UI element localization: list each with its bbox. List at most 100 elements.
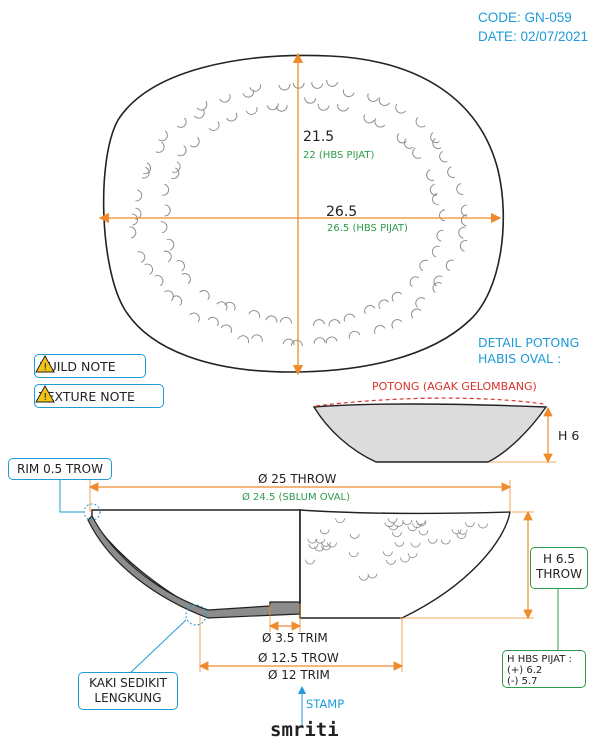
svg-text:!: ! — [43, 362, 47, 373]
dimple-mark — [308, 543, 319, 549]
dimple-mark — [427, 538, 438, 544]
dimple-mark — [219, 94, 231, 103]
height-line1: H 6.5 — [543, 552, 575, 566]
rim-label: RIM 0.5 TROW — [17, 462, 103, 476]
height-dim-note: 22 (HBS PIJAT) — [303, 150, 374, 161]
detail-title-line2: HABIS OVAL : — [478, 351, 561, 366]
dimple-mark — [392, 532, 402, 538]
dimple-mark — [432, 282, 442, 293]
dimple-mark — [216, 301, 228, 311]
dimple-mark — [307, 538, 318, 544]
dimple-mark — [172, 295, 183, 306]
dimple-mark — [313, 337, 326, 344]
side-dimple-texture — [305, 518, 488, 581]
dimple-mark — [426, 169, 435, 181]
dimple-mark — [430, 132, 440, 144]
detail-height: H 6 — [558, 428, 579, 443]
side-view — [87, 509, 511, 619]
dimple-mark — [358, 575, 369, 581]
dimple-mark — [419, 259, 429, 272]
dimple-mark — [396, 133, 407, 144]
dimple-mark — [416, 521, 427, 527]
dimple-mark — [155, 141, 165, 153]
foot-note-line2: LENGKUNG — [94, 691, 162, 705]
dimple-mark — [367, 573, 378, 579]
texture-note-button[interactable]: ! TEXTURE NOTE — [34, 384, 164, 408]
dimple-mark — [161, 183, 170, 196]
dimple-mark — [304, 97, 317, 104]
width-dim-label: 26.5 — [326, 204, 357, 220]
dimple-mark — [363, 114, 375, 124]
dimple-mark — [343, 313, 356, 322]
build-note-button[interactable]: ! BUILD NOTE — [34, 354, 146, 378]
dimple-mark — [337, 103, 349, 112]
dimple-mark — [199, 290, 210, 300]
dimple-mark — [193, 108, 205, 119]
dimple-mark — [440, 539, 451, 545]
dimple-mark — [135, 189, 143, 202]
dimple-mark — [391, 319, 403, 329]
dimple-mark — [447, 166, 456, 178]
dimple-mark — [226, 112, 238, 122]
dimple-mark — [319, 529, 330, 535]
dimple-mark — [402, 520, 413, 526]
dimple-mark — [265, 315, 278, 323]
dimple-mark — [451, 529, 462, 535]
dimple-mark — [464, 522, 475, 528]
dimple-mark — [177, 145, 187, 157]
hbs-plus: (+) 6.2 — [507, 665, 543, 676]
dimple-mark — [220, 324, 232, 334]
dimple-mark — [251, 334, 263, 342]
dimple-mark — [412, 523, 423, 529]
hbs-minus: (-) 5.7 — [507, 676, 538, 687]
dimple-mark — [278, 83, 291, 91]
texture-note-label: TEXTURE NOTE — [39, 388, 135, 404]
dimple-mark — [374, 118, 386, 128]
dimple-mark — [275, 104, 288, 112]
warning-icon: ! — [35, 355, 55, 373]
dimple-mark — [137, 251, 146, 263]
dimple-mark — [387, 518, 398, 524]
hbs-callout: H HBS PIJAT : (+) 6.2 (-) 5.7 — [502, 650, 586, 688]
dimple-mark — [335, 518, 345, 524]
dimple-mark — [176, 260, 185, 272]
cut-label: POTONG (AGAK GELOMBANG) — [372, 380, 537, 393]
dimple-mark — [439, 151, 448, 163]
dimple-mark — [342, 89, 355, 98]
dimple-mark — [144, 263, 153, 275]
dimple-mark — [403, 138, 414, 149]
foot-callout: KAKI SEDIKIT LENGKUNG — [78, 672, 178, 710]
dimple-mark — [367, 93, 379, 102]
dimple-mark — [321, 545, 331, 551]
dimple-mark — [400, 557, 410, 563]
dimple-mark — [457, 529, 468, 535]
date-text: DATE: 02/07/2021 — [478, 29, 588, 44]
dimple-mark — [176, 117, 187, 128]
dimple-mark — [158, 130, 168, 142]
dimple-mark — [431, 245, 440, 258]
dimple-mark — [196, 101, 208, 111]
dimple-mark — [129, 226, 137, 239]
dimple-mark — [313, 319, 325, 326]
code-text: CODE: GN-059 — [478, 10, 572, 25]
dimple-mark — [349, 533, 360, 539]
dimple-mark — [249, 84, 261, 92]
dimple-mark — [459, 240, 468, 252]
height-callout: H 6.5 THROW — [530, 547, 588, 589]
dimple-mark — [394, 541, 405, 547]
dimple-mark — [415, 520, 426, 526]
dimple-mark — [378, 96, 390, 106]
dimple-mark — [189, 312, 200, 323]
foot-trim: Ø 3.5 TRIM — [262, 631, 328, 645]
dimple-mark — [410, 542, 421, 548]
dimple-mark — [445, 259, 455, 272]
dimple-mark — [374, 325, 386, 334]
rim-callout: RIM 0.5 TROW — [8, 458, 112, 480]
dimple-mark — [166, 238, 175, 251]
height-dim-label: 21.5 — [303, 129, 334, 145]
dimple-mark — [208, 121, 220, 131]
dimple-mark — [266, 103, 279, 111]
dimple-mark — [315, 538, 326, 544]
